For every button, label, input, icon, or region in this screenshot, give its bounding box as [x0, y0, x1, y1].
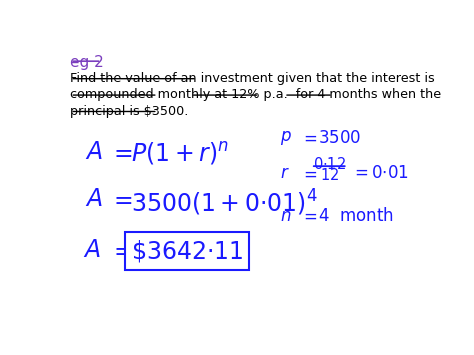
Text: $=$: $=$: [300, 164, 317, 182]
Text: $P(1+r)^{n}$: $P(1+r)^{n}$: [131, 140, 229, 166]
Text: $r$: $r$: [280, 164, 289, 182]
Text: $n$: $n$: [280, 207, 291, 225]
Text: $=$: $=$: [109, 140, 133, 164]
Text: $12$: $12$: [319, 167, 339, 183]
Text: Find the value of an investment given that the interest is: Find the value of an investment given th…: [70, 72, 435, 85]
Text: $0{\cdot}12$: $0{\cdot}12$: [313, 156, 346, 172]
Text: principal is $3500.: principal is $3500.: [70, 105, 189, 118]
Text: $=$: $=$: [109, 187, 133, 212]
Text: $= 0{\cdot}01$: $= 0{\cdot}01$: [351, 164, 409, 182]
Text: $=$: $=$: [109, 238, 133, 262]
Text: $3500$: $3500$: [318, 129, 361, 147]
Text: $A$: $A$: [85, 140, 103, 164]
Text: $=$: $=$: [300, 129, 317, 147]
Text: $A$: $A$: [83, 238, 101, 262]
Text: compounded monthly at 12% p.a.  for 4 months when the: compounded monthly at 12% p.a. for 4 mon…: [70, 88, 441, 101]
Text: $A$: $A$: [85, 187, 103, 212]
Text: $=$: $=$: [300, 207, 317, 225]
Text: $3500(1+0{\cdot}01)^{4}$: $3500(1+0{\cdot}01)^{4}$: [131, 187, 318, 218]
Text: $4$  month: $4$ month: [318, 207, 394, 225]
Text: $p$: $p$: [280, 129, 292, 147]
Text: $\$3642{\cdot}11$: $\$3642{\cdot}11$: [131, 238, 243, 264]
Text: eg 2: eg 2: [70, 55, 104, 70]
